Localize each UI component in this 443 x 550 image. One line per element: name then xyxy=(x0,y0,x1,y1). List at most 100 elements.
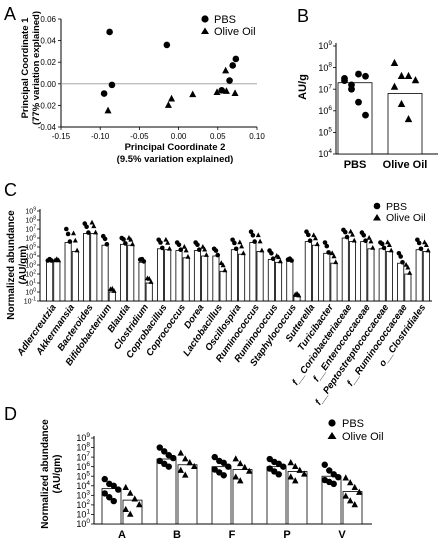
point-v-pbs xyxy=(330,480,337,488)
point-a-olive-oil xyxy=(122,483,129,491)
point-adlercreutzia-olive-oil xyxy=(56,257,62,263)
panel-b-bars: AU/g 104 105 106 107 108 109 PBS Olive Oil xyxy=(297,40,438,171)
pcoa-point-olive-oil xyxy=(231,89,239,97)
panel-a-xtick-label: 0.10 xyxy=(249,132,265,141)
point-p-olive-oil xyxy=(296,466,303,473)
point-f-enterococcaceae-olive-oil xyxy=(366,235,372,240)
pcoa-point-pbs xyxy=(226,77,233,84)
point-p-olive-oil xyxy=(287,473,294,480)
panel-d-category-label: V xyxy=(338,529,346,541)
point-f-olive-oil xyxy=(246,467,253,474)
panel-d-category-label: B xyxy=(173,529,181,541)
point-coprobacillus-pbs xyxy=(158,240,163,245)
point-dorea-pbs xyxy=(195,242,200,248)
point-coprobacillus-olive-oil xyxy=(163,236,169,242)
panel-b-tick-label-5: 105 xyxy=(318,127,332,138)
panel-b-tick-label-6: 106 xyxy=(318,105,332,116)
point-coprococcus-pbs xyxy=(176,242,182,248)
bar-coprobacillus-olive-oil xyxy=(164,249,172,302)
panel-letter-d: D xyxy=(4,404,17,424)
point-pbs xyxy=(362,72,369,80)
panel-d-ylabel-line1: Normalized abundance xyxy=(40,419,51,529)
point-ruminococcus-pbs xyxy=(250,233,256,238)
point-coprococcus-olive-oil xyxy=(183,247,189,253)
point-v-olive-oil xyxy=(342,492,349,499)
panel-d-tick-label-3: 103 xyxy=(76,489,90,500)
point-turicibacter-olive-oil xyxy=(333,259,339,265)
point-olive-oil xyxy=(390,58,399,66)
point-clostridium-olive-oil xyxy=(146,276,152,281)
point-lactobacillus-olive-oil xyxy=(220,262,226,268)
point-v-olive-oil xyxy=(347,479,354,486)
point-p-pbs xyxy=(275,471,282,478)
bar-f-peptostreptococcaceae-pbs xyxy=(378,248,386,302)
pcoa-point-olive-oil xyxy=(222,87,230,94)
bar-pbs xyxy=(337,82,373,155)
bar-dorea-pbs xyxy=(193,250,201,302)
point-a-pbs xyxy=(101,490,108,497)
pcoa-point-olive-oil xyxy=(168,94,176,102)
point-v-olive-oil xyxy=(347,497,354,504)
point-o-clostridiales-olive-oil xyxy=(425,247,431,253)
bar-adlercreutzia-olive-oil xyxy=(53,260,61,302)
bar-lactobacillus-olive-oil xyxy=(219,270,227,302)
pcoa-point-pbs xyxy=(106,28,113,36)
bar-turicibacter-pbs xyxy=(323,252,331,302)
panel-c-ylabel: Normalized abundance (AU/gm) xyxy=(6,210,29,320)
point-olive-oil xyxy=(411,76,420,84)
bar-b-olive-oil xyxy=(177,464,198,525)
bar-f-peptostreptococcaceae-olive-oil xyxy=(385,251,393,302)
point-f-peptostreptococcaceae-pbs xyxy=(379,241,385,247)
bar-bacteroides-olive-oil xyxy=(90,233,98,302)
point-p-olive-oil xyxy=(301,470,308,477)
point-blautia-olive-oil xyxy=(130,241,136,247)
point-ruminococcus-pbs xyxy=(248,229,254,234)
bar-f-ruminococcaceae-olive-oil xyxy=(404,273,412,302)
point-oscillospira-olive-oil xyxy=(237,239,243,245)
point-coprobacillus-olive-oil xyxy=(166,245,172,251)
panel-d-tick-label-7: 107 xyxy=(76,451,90,462)
point-b-pbs xyxy=(156,444,163,451)
point-a-pbs xyxy=(110,497,117,505)
point-bacteroides-pbs xyxy=(86,230,91,235)
legend-d-olive-oil-label: Olive Oil xyxy=(342,431,384,443)
point-f-olive-oil xyxy=(237,477,244,484)
point-a-pbs xyxy=(101,475,108,483)
point-a-olive-oil xyxy=(127,510,134,517)
panel-a-ylabel: Principal Coordinate 1 (77% variation ex… xyxy=(20,11,42,125)
point-dorea-pbs xyxy=(196,247,202,252)
point-olive-oil xyxy=(404,71,413,79)
point-f-enterococcaceae-pbs xyxy=(361,233,367,238)
point-pbs xyxy=(341,75,348,82)
bar-ruminococcus-pbs xyxy=(267,259,275,302)
panel-letter-a: A xyxy=(4,4,16,24)
point-ruminococcus-pbs xyxy=(270,256,276,262)
bar-turicibacter-olive-oil xyxy=(330,262,338,302)
point-f-ruminococcaceae-olive-oil xyxy=(403,262,409,267)
point-oscillospira-olive-oil xyxy=(239,243,245,249)
panel-d-tick-label-6: 106 xyxy=(76,461,90,472)
panel-d-tick-label-2: 102 xyxy=(76,499,90,510)
point-sutterella-pbs xyxy=(307,238,313,243)
panel-d-tick-label-9: 109 xyxy=(76,432,90,443)
bar-adlercreutzia-pbs xyxy=(46,260,54,302)
point-bifidobacterium-pbs xyxy=(104,242,110,247)
legend-pbs-marker xyxy=(201,15,209,23)
panel-a-xtick-label: -0.05 xyxy=(130,132,149,141)
bar-clostridium-olive-oil xyxy=(145,282,153,302)
point-b-olive-oil xyxy=(177,449,184,456)
point-adlercreutzia-pbs xyxy=(49,258,54,263)
point-ruminococcus-olive-oil xyxy=(277,258,283,264)
point-v-olive-oil xyxy=(356,488,363,495)
panel-d-tick-label-5: 105 xyxy=(76,470,90,481)
point-f-olive-oil xyxy=(232,455,239,462)
point-v-olive-oil xyxy=(351,501,358,508)
pcoa-point-pbs xyxy=(108,81,116,89)
panel-d-category-label: A xyxy=(118,529,126,541)
point-akkermansia-pbs xyxy=(65,231,71,237)
point-dorea-olive-oil xyxy=(200,244,206,249)
point-staphylococcus-pbs xyxy=(289,258,294,263)
legend-d-olive-oil-marker xyxy=(327,432,337,439)
panel-d-ylabel-line2: (AU/gm) xyxy=(52,455,63,494)
point-turicibacter-olive-oil xyxy=(329,250,335,256)
